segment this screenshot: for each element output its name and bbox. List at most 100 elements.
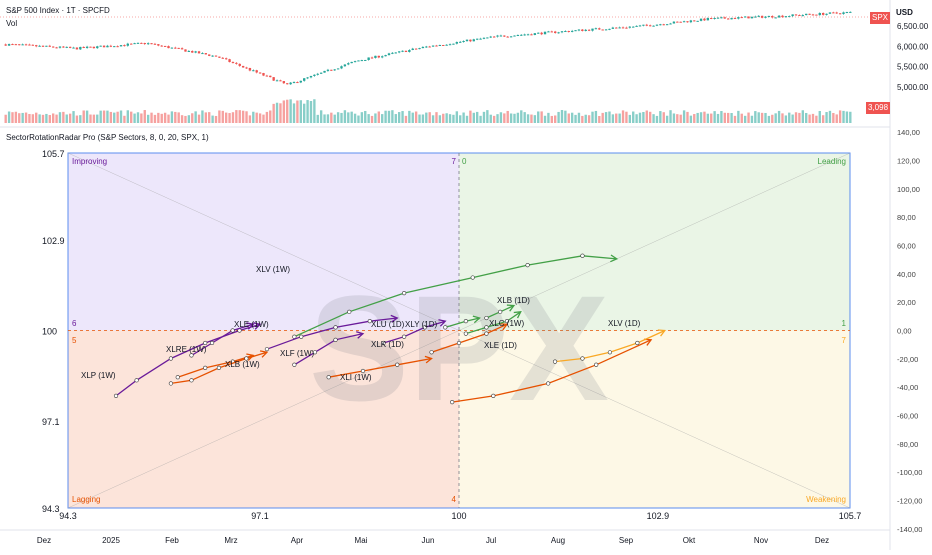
candle-body bbox=[754, 16, 757, 18]
candle-body bbox=[11, 44, 14, 46]
candle-body bbox=[231, 62, 235, 64]
sector-tail-point bbox=[292, 334, 297, 339]
sector-tail-point bbox=[360, 368, 366, 374]
candle-body bbox=[336, 68, 340, 70]
candle-body bbox=[208, 54, 211, 56]
volume-bar bbox=[326, 114, 330, 123]
candle-body bbox=[238, 63, 241, 66]
candle-body bbox=[282, 81, 286, 84]
candle-body bbox=[68, 46, 72, 48]
currency-label[interactable]: USD bbox=[896, 8, 913, 17]
sector-tail-arrow bbox=[506, 304, 516, 312]
volume-bar bbox=[550, 115, 553, 123]
volume-bar bbox=[638, 112, 642, 123]
candle-body bbox=[306, 77, 309, 79]
candle-body bbox=[567, 31, 570, 33]
volume-bar bbox=[387, 110, 391, 123]
candle-body bbox=[330, 69, 333, 71]
candle-body bbox=[469, 39, 472, 42]
volume-bar bbox=[350, 111, 353, 123]
candle-body bbox=[299, 80, 302, 83]
time-axis-label: Jul bbox=[486, 536, 496, 545]
candle-body bbox=[252, 70, 255, 72]
candle-body bbox=[686, 21, 689, 23]
candle-body bbox=[214, 55, 218, 57]
symbol-title[interactable]: S&P 500 Index · 1T · SPCFD bbox=[6, 6, 110, 15]
volume-bar bbox=[557, 111, 560, 123]
volume-bar bbox=[313, 99, 316, 123]
volume-bar bbox=[615, 113, 618, 123]
quadrant-count-leading: 0 bbox=[462, 157, 467, 166]
indicator-axis-label: -100,00 bbox=[897, 468, 922, 477]
candle-body bbox=[146, 43, 150, 45]
volume-bar bbox=[381, 114, 384, 123]
sector-tail-point bbox=[230, 328, 235, 333]
indicator-label[interactable]: SectorRotationRadar Pro (S&P Sectors, 8,… bbox=[6, 133, 209, 142]
candle-body bbox=[170, 47, 174, 49]
sector-tail bbox=[115, 323, 261, 397]
volume-bar bbox=[845, 111, 849, 123]
volume-bar bbox=[662, 112, 665, 123]
candle-body bbox=[201, 53, 204, 55]
sector-tail-point bbox=[456, 340, 462, 346]
volume-bar bbox=[523, 112, 526, 123]
volume-bar bbox=[777, 110, 781, 123]
candle-body bbox=[720, 17, 723, 19]
candle-body bbox=[574, 30, 577, 32]
volume-bar bbox=[282, 100, 286, 123]
volume-bar bbox=[835, 114, 838, 123]
volume-bar bbox=[174, 111, 177, 123]
candle-body bbox=[808, 13, 811, 15]
volume-bar bbox=[130, 111, 133, 123]
candle-body bbox=[693, 20, 696, 22]
candle-body bbox=[92, 46, 96, 49]
volume-bar bbox=[21, 112, 24, 123]
volume-bar bbox=[730, 113, 733, 123]
volume-bar bbox=[319, 110, 323, 123]
volume-bar bbox=[594, 110, 598, 123]
sector-label: XLY (1D) bbox=[405, 320, 437, 329]
rrg-x-tick: 94.3 bbox=[59, 511, 77, 521]
sector-tail-point bbox=[395, 362, 400, 367]
candle-body bbox=[472, 39, 475, 42]
volume-bar bbox=[791, 114, 794, 123]
candle-body bbox=[499, 35, 503, 37]
volume-bar bbox=[133, 113, 136, 123]
volume-bar bbox=[832, 112, 835, 123]
candle-body bbox=[584, 29, 587, 32]
time-axis-label: 2025 bbox=[102, 536, 120, 545]
volume-bar bbox=[177, 112, 180, 123]
candle-body bbox=[174, 47, 177, 49]
volume-bar bbox=[676, 114, 679, 123]
candle-body bbox=[319, 72, 323, 74]
sector-tail-point bbox=[299, 334, 304, 339]
volume-bar bbox=[479, 115, 482, 123]
volume-bar bbox=[774, 113, 777, 123]
candle-body bbox=[475, 38, 479, 40]
candle-body bbox=[445, 44, 448, 46]
sector-tail-arrow bbox=[472, 315, 481, 324]
candle-body bbox=[642, 24, 645, 26]
sector-tail-arrow bbox=[513, 311, 522, 319]
sector-tail-point bbox=[580, 356, 585, 361]
candle-body bbox=[89, 46, 92, 48]
sector-tail-point bbox=[312, 350, 318, 355]
volume-bar bbox=[567, 113, 570, 123]
volume-bar bbox=[258, 113, 262, 123]
volume-bar bbox=[119, 110, 123, 123]
volume-bar bbox=[248, 115, 252, 123]
quadrant-label-leading: Leading bbox=[818, 157, 846, 166]
candle-body bbox=[414, 48, 418, 50]
candle-body bbox=[58, 46, 62, 48]
indicator-axis-label: -80,00 bbox=[897, 440, 918, 449]
sector-label: XLB (1D) bbox=[497, 296, 530, 305]
sector-tail-point bbox=[264, 347, 270, 352]
candle-body bbox=[275, 80, 279, 82]
sector-tail-point bbox=[552, 359, 558, 364]
volume-bar bbox=[275, 102, 279, 123]
volume-bar bbox=[279, 103, 282, 123]
volume-bar bbox=[604, 112, 608, 123]
volume-bar bbox=[445, 113, 448, 123]
candle-body bbox=[689, 20, 693, 23]
